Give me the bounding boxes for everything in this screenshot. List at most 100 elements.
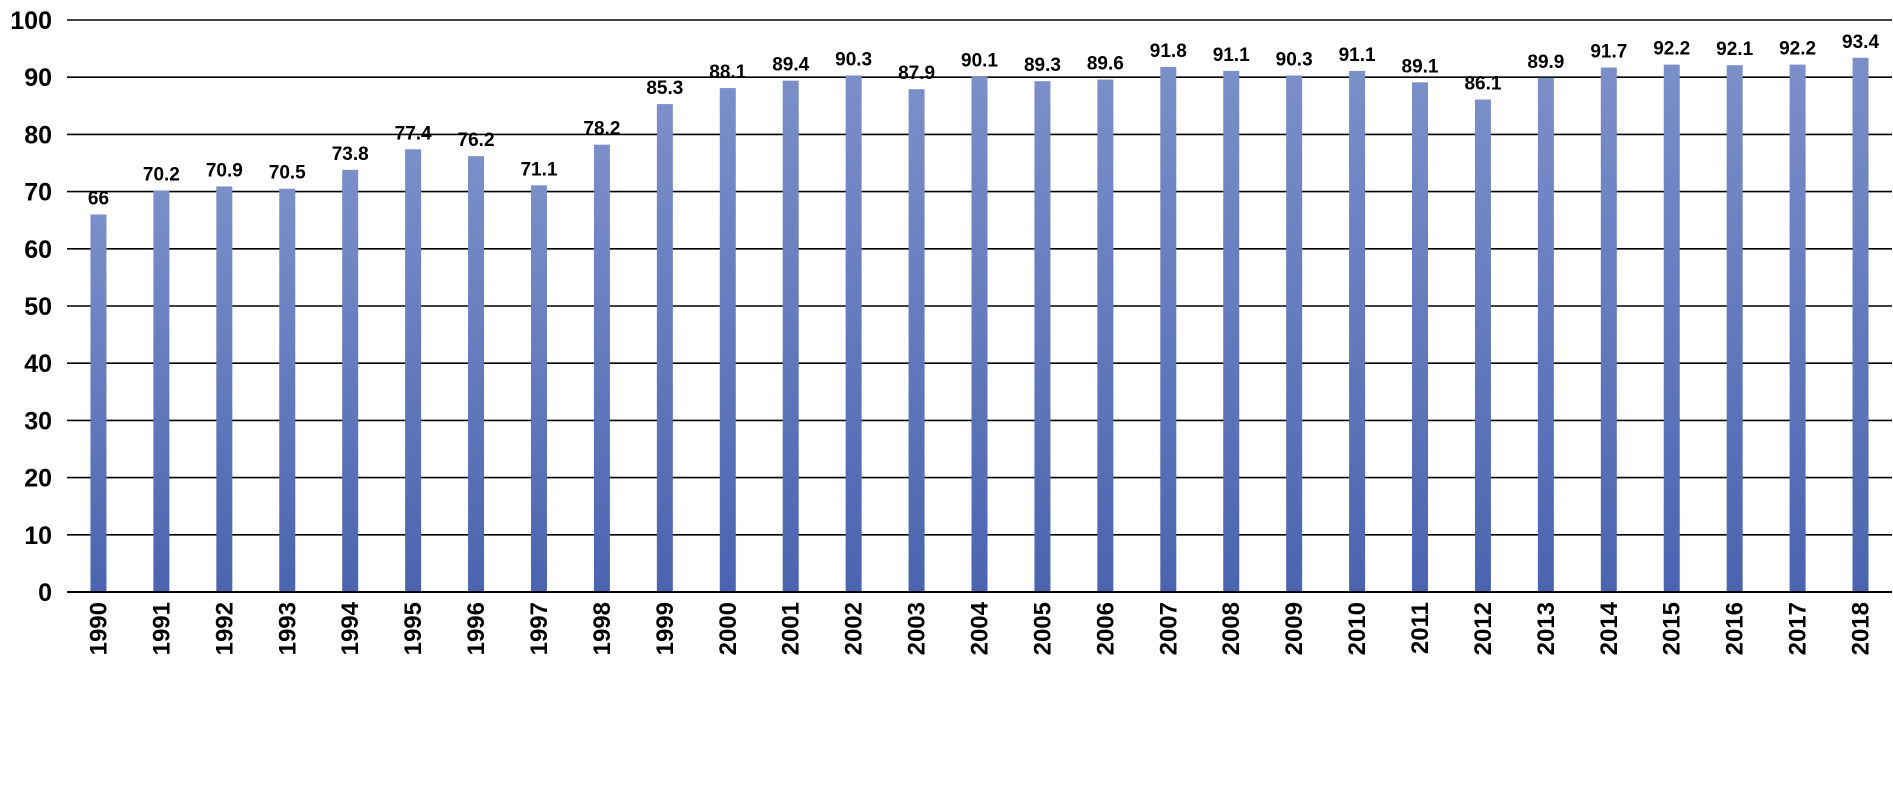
bar [468, 156, 485, 593]
x-tick-label: 1996 [463, 602, 490, 655]
data-label: 88.1 [709, 62, 746, 83]
x-tick-label: 1997 [526, 602, 553, 655]
bar [1097, 79, 1114, 593]
y-tick-label: 90 [24, 64, 52, 92]
data-label: 91.1 [1213, 45, 1250, 66]
bar [1474, 99, 1491, 593]
data-label: 89.6 [1087, 53, 1124, 74]
data-label: 76.2 [458, 130, 495, 151]
data-label: 92.2 [1653, 39, 1690, 60]
y-tick-label: 100 [10, 7, 52, 35]
x-tick-label: 2015 [1659, 602, 1686, 655]
bar [1412, 82, 1429, 593]
data-label: 89.1 [1402, 56, 1439, 77]
data-label: 70.5 [269, 163, 306, 184]
data-label: 78.2 [583, 119, 620, 140]
x-tick-label: 2003 [904, 602, 931, 655]
bar [593, 144, 610, 593]
bar [1537, 77, 1554, 593]
y-tick-label: 60 [24, 236, 52, 264]
x-tick-label: 2011 [1407, 602, 1434, 654]
data-label: 91.1 [1339, 45, 1376, 66]
x-tick-label: 2009 [1281, 602, 1308, 655]
x-tick-label: 2018 [1848, 602, 1875, 655]
data-label: 73.8 [332, 144, 369, 165]
y-tick-label: 20 [24, 465, 52, 493]
x-tick-label: 2016 [1722, 602, 1749, 655]
x-tick-label: 1994 [337, 601, 364, 655]
bar [1160, 66, 1177, 593]
x-tick-label: 1990 [85, 602, 112, 655]
data-label: 91.8 [1150, 41, 1187, 62]
x-tick-label: 1991 [148, 602, 175, 655]
x-tick-label: 2004 [967, 601, 994, 655]
bar [719, 88, 736, 593]
x-tick-label: 1995 [400, 602, 427, 655]
data-label: 89.4 [772, 55, 809, 76]
data-label: 85.3 [646, 78, 683, 99]
x-tick-label: 1998 [589, 602, 616, 655]
x-tick-label: 2006 [1092, 602, 1119, 655]
data-label: 70.2 [143, 164, 180, 185]
bar [908, 89, 925, 592]
data-label: 91.7 [1590, 41, 1627, 62]
y-tick-label: 10 [24, 522, 52, 550]
y-tick-label: 70 [24, 179, 52, 207]
x-tick-label: 2012 [1470, 602, 1497, 655]
x-tick-label: 2002 [841, 602, 868, 655]
y-tick-label: 80 [24, 121, 52, 149]
bar [530, 185, 547, 593]
x-tick-label: 2014 [1596, 601, 1623, 655]
bar [405, 149, 422, 592]
x-tick-label: 2000 [715, 602, 742, 655]
bar [1852, 57, 1869, 592]
bar [1286, 75, 1303, 592]
data-label: 90.3 [1276, 49, 1313, 70]
data-label: 89.9 [1527, 52, 1564, 73]
bar [782, 80, 799, 592]
bar [279, 188, 296, 593]
x-tick-label: 2008 [1218, 602, 1245, 655]
x-tick-label: 2005 [1029, 602, 1056, 655]
x-tick-label: 2001 [778, 602, 805, 655]
bar [1600, 67, 1617, 592]
bar [153, 190, 170, 592]
data-label: 92.1 [1716, 39, 1753, 60]
data-label: 93.4 [1842, 32, 1879, 53]
x-tick-label: 1992 [211, 602, 238, 655]
data-label: 86.1 [1464, 74, 1501, 95]
data-label: 66 [88, 188, 109, 209]
x-tick-label: 1993 [274, 602, 301, 655]
bar [971, 76, 988, 593]
bar [1349, 70, 1366, 592]
bar [216, 186, 233, 592]
y-tick-label: 50 [24, 293, 52, 321]
bars [90, 57, 1869, 593]
x-tick-label: 1999 [652, 602, 679, 655]
bar [1034, 81, 1051, 592]
bar [1663, 64, 1680, 593]
data-label: 77.4 [395, 123, 432, 144]
data-label: 87.9 [898, 63, 935, 84]
bar [342, 169, 359, 592]
bar [90, 214, 107, 593]
bar [1726, 65, 1743, 593]
y-tick-label: 40 [24, 350, 52, 378]
data-label: 89.3 [1024, 55, 1061, 76]
bar [656, 104, 673, 593]
data-labels: 66 70.2 70.9 70.5 73.8 77.4 76.2 71.1 78.2 85.3 88… [88, 32, 1880, 210]
data-label: 90.1 [961, 51, 998, 72]
y-tick-label: 30 [24, 407, 52, 435]
data-label: 70.9 [206, 160, 243, 181]
x-tick-label: 2013 [1533, 602, 1560, 655]
data-label: 92.2 [1779, 39, 1816, 60]
x-tick-label: 2017 [1785, 602, 1812, 655]
bar [845, 75, 862, 592]
y-tick-label: 0 [38, 579, 52, 607]
data-label: 71.1 [520, 159, 557, 180]
bar [1223, 70, 1240, 592]
x-tick-label: 2007 [1155, 602, 1182, 655]
x-tick-label: 2010 [1344, 602, 1371, 655]
bar [1789, 64, 1806, 593]
